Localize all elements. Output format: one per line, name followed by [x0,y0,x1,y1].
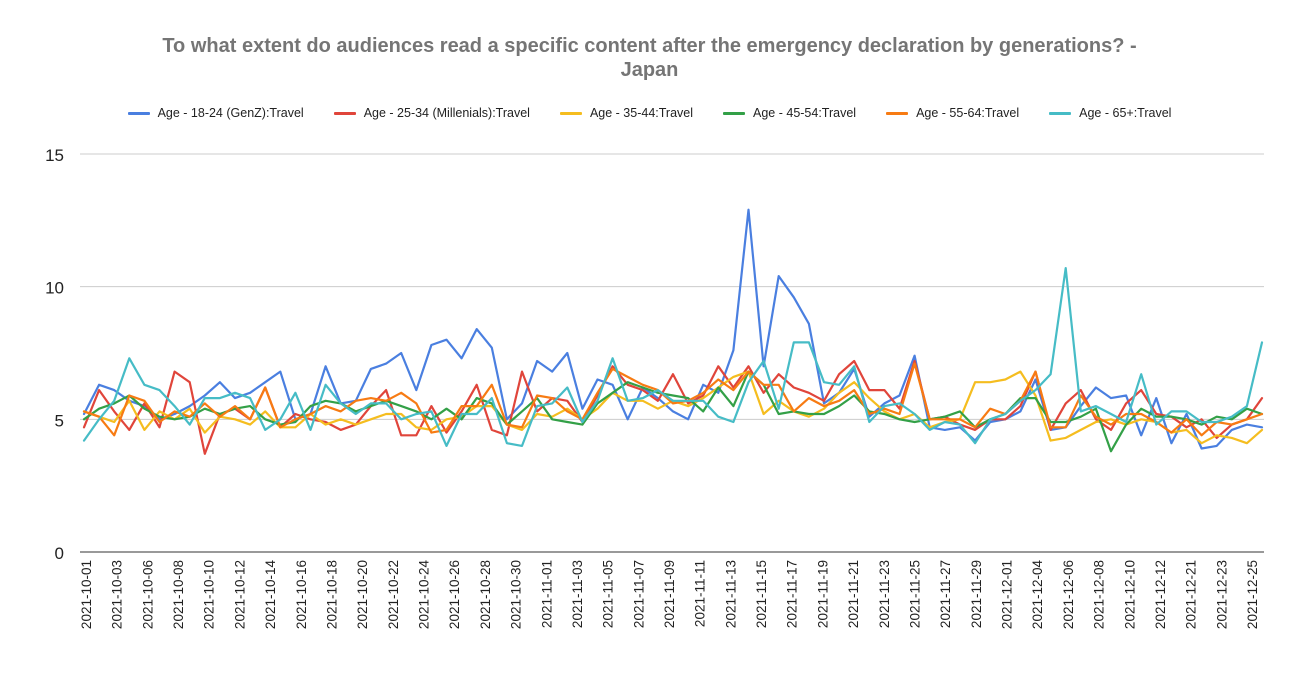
legend-item-55-64[interactable]: Age - 55-64:Travel [886,104,1019,122]
x-tick-label: 2021-12-10 [1122,560,1137,629]
chart-title-line-2: Japan [620,59,679,81]
legend-swatch [333,111,356,115]
x-tick-label: 2021-10-28 [478,560,493,629]
x-tick-label: 2021-12-21 [1184,560,1199,629]
legend-label: Age - 25-34 (Millenials):Travel [363,106,530,120]
x-tick-label: 2021-11-01 [539,560,554,628]
legend-label: Age - 45-54:Travel [753,106,857,120]
series-line-4 [82,362,1264,437]
x-axis-tick-labels: 2021-10-01 2021-10-03 2021-10-06 2021-10-08… [79,560,1260,630]
series-line-1 [82,359,1264,455]
x-tick-label: 2021-11-07 [631,560,646,628]
legend-swatch [559,111,582,115]
series-line-5 [82,267,1264,447]
x-tick-label: 2021-11-11 [693,560,708,627]
x-tick-label: 2021-11-09 [662,560,677,628]
legend-label: Age - 35-44:Travel [589,106,694,120]
legend-item-45-54[interactable]: Age - 45-54:Travel [723,104,856,122]
x-tick-label: 2021-10-30 [509,560,524,629]
legend-swatch [886,111,909,115]
legend-item-genz[interactable]: Age - 18-24 (GenZ):Travel [127,104,304,122]
x-tick-label: 2021-10-12 [232,560,247,629]
chart-series [82,208,1264,455]
legend-label: Age - 55-64:Travel [916,106,1020,120]
x-tick-label: 2021-11-19 [815,560,830,628]
x-tick-label: 2021-11-27 [938,560,953,628]
legend-swatch [723,111,746,115]
x-tick-label: 2021-11-17 [785,560,800,628]
x-tick-label: 2021-12-01 [1000,560,1015,629]
chart-title: To what extent do audiences read a speci… [0,34,1299,82]
x-tick-label: 2021-10-14 [263,560,278,630]
x-tick-label: 2021-11-23 [877,560,892,628]
x-tick-label: 2021-12-23 [1214,560,1229,629]
chart-legend: Age - 18-24 (GenZ):Travel Age - 25-34 (M… [0,104,1299,122]
x-tick-label: 2021-12-06 [1061,560,1076,629]
x-tick-label: 2021-12-12 [1153,560,1168,629]
x-tick-label: 2021-10-10 [202,560,217,629]
legend-item-millenials[interactable]: Age - 25-34 (Millenials):Travel [333,104,530,122]
x-tick-label: 2021-12-08 [1092,560,1107,629]
x-tick-label: 2021-10-20 [355,560,370,629]
series-line-2 [82,370,1264,445]
x-tick-label: 2021-12-25 [1245,560,1260,629]
legend-label: Age - 18-24 (GenZ):Travel [157,106,304,120]
x-tick-label: 2021-10-01 [79,560,94,629]
chart-gridlines [80,153,1264,553]
legend-swatch [1049,111,1072,115]
x-tick-label: 2021-11-15 [754,560,769,628]
chart-title-line-1: To what extent do audiences read a speci… [162,35,1137,57]
x-tick-label: 2021-10-24 [417,560,432,630]
x-tick-label: 2021-10-08 [171,560,186,629]
x-tick-label: 2021-10-06 [140,560,155,629]
series-line-0 [82,208,1264,450]
legend-label: Age - 65+:Travel [1079,106,1172,120]
x-tick-label: 2021-10-03 [110,560,125,629]
x-tick-label: 2021-11-03 [570,560,585,628]
x-tick-label: 2021-12-04 [1030,560,1045,630]
y-axis-tick-labels: 0 5 10 15 [45,146,64,563]
y-tick-label: 15 [45,146,64,165]
y-tick-label: 5 [55,411,64,430]
legend-item-65-plus[interactable]: Age - 65+:Travel [1049,104,1171,122]
x-tick-label: 2021-11-21 [846,560,861,628]
y-tick-label: 0 [55,544,64,563]
y-tick-label: 10 [45,279,64,298]
x-tick-label: 2021-10-16 [294,560,309,629]
x-tick-label: 2021-11-25 [908,560,923,628]
x-tick-label: 2021-10-18 [325,560,340,629]
legend-item-35-44[interactable]: Age - 35-44:Travel [559,104,694,122]
x-tick-label: 2021-10-22 [386,560,401,629]
x-tick-label: 2021-11-13 [723,560,738,628]
x-tick-label: 2021-10-26 [447,560,462,629]
x-tick-label: 2021-11-05 [601,560,616,628]
legend-swatch [127,111,150,115]
x-tick-label: 2021-11-29 [969,560,984,628]
